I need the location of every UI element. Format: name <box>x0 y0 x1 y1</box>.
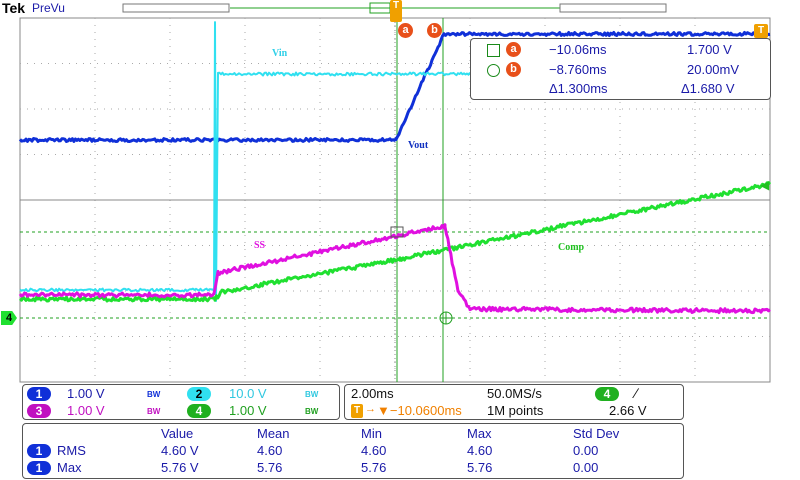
meas-header-stddev: Std Dev <box>573 426 619 441</box>
meas-2-stddev: 0.00 <box>573 460 598 475</box>
meas-2-name: Max <box>57 460 82 475</box>
meas-1-stddev: 0.00 <box>573 443 598 458</box>
channel-4-scale: 1.00 V <box>229 403 267 418</box>
channel-1-button[interactable]: 1 <box>27 387 51 401</box>
cursor-readout-panel: a −10.06ms 1.700 V b −8.760ms 20.00mV Δ1… <box>470 38 771 100</box>
meas-2-mean: 5.76 <box>257 460 282 475</box>
cursor-b-marker[interactable]: b <box>427 23 442 38</box>
meas-2-value: 5.76 V <box>161 460 199 475</box>
trigger-position-icon: T <box>351 404 363 418</box>
channel-3-scale: 1.00 V <box>67 403 105 418</box>
meas-header-max: Max <box>467 426 492 441</box>
cursor-b-circle-icon <box>487 64 500 77</box>
cursor-b-badge: b <box>506 62 521 77</box>
meas-1-min: 4.60 <box>361 443 386 458</box>
trigger-level-marker[interactable]: T <box>754 24 768 38</box>
channel-1-bw-limit: BW <box>147 390 160 399</box>
horizontal-scale: 2.00ms <box>351 386 394 401</box>
trigger-source-badge: 4 <box>595 387 619 401</box>
meas-2-channel-badge: 1 <box>27 461 51 475</box>
channel-2-scale: 10.0 V <box>229 386 267 401</box>
acquisition-mode: PreVu <box>32 1 65 15</box>
brand-logo: Tek <box>2 0 25 16</box>
ss-label: SS <box>254 240 265 251</box>
measurement-panel: Value Mean Min Max Std Dev 1 RMS 4.60 V … <box>22 423 684 479</box>
meas-1-mean: 4.60 <box>257 443 282 458</box>
channel-2-bw-limit: BW <box>305 390 318 399</box>
comp-label: Comp <box>558 242 584 253</box>
trigger-position-marker[interactable]: T <box>390 0 402 22</box>
channel-2-button[interactable]: 2 <box>187 387 211 401</box>
cursor-a-badge: a <box>506 42 521 57</box>
meas-1-name: RMS <box>57 443 86 458</box>
cursor-delta-time: Δ1.300ms <box>549 81 608 96</box>
meas-2-max: 5.76 <box>467 460 492 475</box>
record-view-right <box>560 4 666 12</box>
sample-rate: 50.0MS/s <box>487 386 542 401</box>
record-view-left <box>123 4 229 12</box>
trigger-position-readout: ▼−10.0600ms <box>377 403 462 418</box>
cursor-a-time: −10.06ms <box>549 42 606 57</box>
meas-1-value: 4.60 V <box>161 443 199 458</box>
vout-label: Vout <box>408 140 428 151</box>
cursor-a-marker[interactable]: a <box>398 23 413 38</box>
meas-1-channel-badge: 1 <box>27 444 51 458</box>
timebase-panel[interactable]: 2.00ms 50.0MS/s 4 ∕ T → ▼−10.0600ms 1M p… <box>344 384 684 420</box>
channel-settings-panel: 1 1.00 V BW 2 10.0 V BW 3 1.00 V BW 4 1.… <box>22 384 340 420</box>
rising-edge-icon: ∕ <box>635 385 637 401</box>
channel-4-bw-limit: BW <box>305 407 318 416</box>
trigger-level: 2.66 V <box>609 403 647 418</box>
meas-header-min: Min <box>361 426 382 441</box>
record-length: 1M points <box>487 403 543 418</box>
cursor-b-time: −8.760ms <box>549 62 606 77</box>
channel-4-level-arrow: ◀ <box>760 178 769 192</box>
meas-header-mean: Mean <box>257 426 290 441</box>
channel-3-bw-limit: BW <box>147 407 160 416</box>
meas-header-value: Value <box>161 426 193 441</box>
channel-4-button[interactable]: 4 <box>187 404 211 418</box>
meas-2-min: 5.76 <box>361 460 386 475</box>
channel-1-scale: 1.00 V <box>67 386 105 401</box>
cursor-a-square-icon <box>487 44 500 57</box>
cursor-b-value: 20.00mV <box>687 62 739 77</box>
vin-label: Vin <box>272 48 287 59</box>
channel-3-button[interactable]: 3 <box>27 404 51 418</box>
cursor-a-value: 1.700 V <box>687 42 732 57</box>
meas-1-max: 4.60 <box>467 443 492 458</box>
cursor-delta-value: Δ1.680 V <box>681 81 735 96</box>
